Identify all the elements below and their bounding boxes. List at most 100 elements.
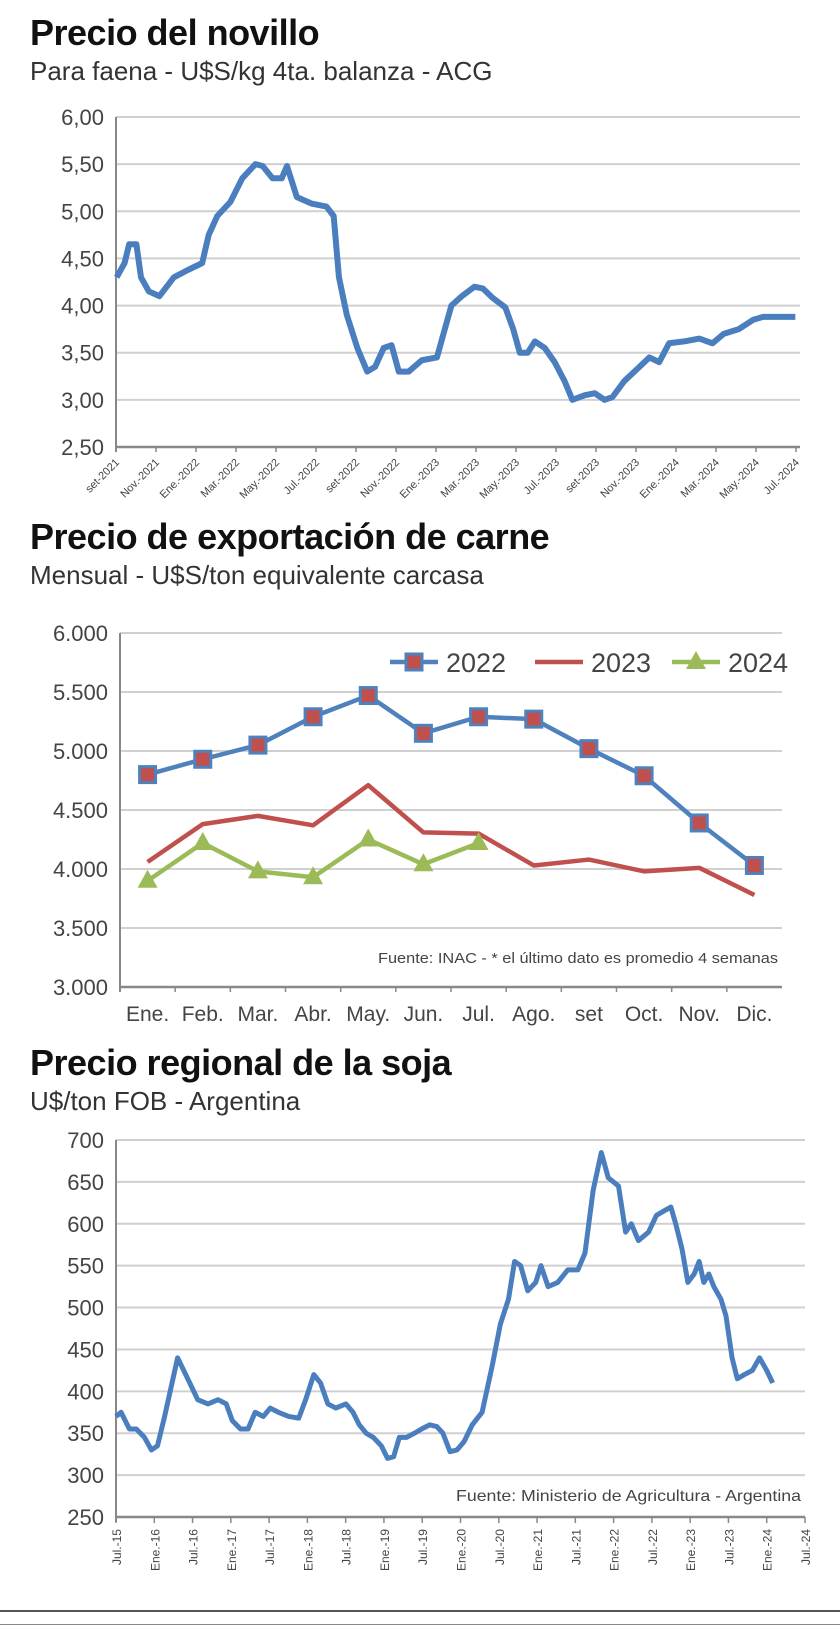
data-point-2022 [469, 707, 489, 727]
y-tick-label: 3.000 [53, 975, 108, 1000]
x-tick-label: Jul.-21 [569, 1529, 583, 1565]
data-point-2022 [634, 766, 654, 786]
x-tick-label: set-2021 [83, 457, 122, 496]
legend-marker-2024 [686, 651, 706, 669]
bottom-rule-thin [0, 1624, 840, 1625]
y-tick-label: 600 [67, 1212, 104, 1237]
series-line-2023 [146, 782, 756, 897]
y-tick-label: 6,00 [61, 105, 104, 130]
x-tick-label: Jul.-24 [799, 1529, 813, 1565]
chart3-subtitle: U$/ton FOB - Argentina [30, 1086, 301, 1116]
x-tick-label: Jul.-17 [263, 1529, 277, 1565]
series-line-2022 [146, 693, 756, 868]
y-tick-label: 450 [67, 1337, 104, 1362]
y-tick-label: 400 [67, 1379, 104, 1404]
y-tick-label: 3,00 [61, 388, 104, 413]
x-tick-label: Mar.-2024 [679, 457, 723, 501]
x-tick-label: Abr. [294, 1003, 331, 1026]
x-tick-label: Nov. [678, 1003, 720, 1026]
x-tick-label: Feb. [182, 1003, 224, 1026]
y-tick-label: 550 [67, 1254, 104, 1279]
y-tick-label: 5,50 [61, 152, 104, 177]
x-tick-label: Jul.-2024 [762, 457, 802, 497]
y-tick-label: 650 [67, 1170, 104, 1195]
x-tick-label: Ene.-18 [301, 1529, 315, 1571]
x-tick-label: Ene.-20 [455, 1529, 469, 1571]
x-tick-label: set-2023 [563, 457, 602, 496]
data-point-2022 [138, 765, 158, 785]
x-tick-label: set-2022 [323, 457, 362, 496]
chart2-subtitle: Mensual - U$S/ton equivalente carcasa [30, 560, 484, 590]
data-point-2022 [413, 723, 433, 743]
y-tick-label: 3,50 [61, 341, 104, 366]
x-tick-label: Ene.-2023 [398, 457, 442, 501]
data-point-2024 [192, 832, 213, 851]
y-tick-label: 700 [67, 1128, 104, 1153]
data-point-2024 [137, 869, 158, 888]
y-tick-label: 5.000 [53, 739, 108, 764]
data-point-2024 [247, 860, 268, 879]
data-point-2024 [468, 832, 489, 851]
chart3-title: Precio regional de la soja [30, 1042, 452, 1083]
x-tick-label: Jul.-16 [187, 1529, 201, 1565]
bottom-rule [0, 1610, 840, 1612]
x-tick-label: Dic. [736, 1003, 772, 1026]
series-line-novillo [114, 161, 796, 403]
x-tick-label: Jul. [462, 1003, 495, 1026]
x-tick-label: Mar. [237, 1003, 278, 1026]
y-tick-label: 4.500 [53, 798, 108, 823]
y-tick-label: 2,50 [61, 435, 104, 460]
source-note: Fuente: Ministerio de Agricultura - Arge… [456, 1488, 801, 1505]
x-tick-label: Nov.-2023 [598, 457, 642, 501]
data-point-2022 [579, 739, 599, 759]
x-tick-label: Jul.-2023 [522, 457, 562, 497]
legend-label-2024: 2024 [728, 648, 788, 678]
series-line-soja [114, 1150, 775, 1461]
y-tick-label: 5,00 [61, 199, 104, 224]
x-tick-label: Ene.-24 [761, 1529, 775, 1571]
x-tick-label: Nov.-2021 [118, 457, 162, 501]
y-tick-label: 250 [67, 1505, 104, 1530]
y-tick-label: 300 [67, 1463, 104, 1488]
x-tick-label: Ene.-17 [225, 1529, 239, 1571]
data-point-2022 [358, 686, 378, 706]
y-tick-label: 3.500 [53, 916, 108, 941]
y-tick-label: 5.500 [53, 680, 108, 705]
x-tick-label: Ene.-19 [378, 1529, 392, 1571]
x-tick-label: Jul.-20 [493, 1529, 507, 1565]
x-tick-label: Jul.-18 [340, 1529, 354, 1565]
legend-label-2023: 2023 [591, 648, 651, 678]
x-tick-label: Ene.-23 [684, 1529, 698, 1571]
x-tick-label: Jul.-23 [722, 1529, 736, 1565]
legend-label-2022: 2022 [446, 648, 506, 678]
x-tick-label: Ene.-22 [608, 1529, 622, 1571]
x-tick-label: Jul.-2022 [282, 457, 322, 497]
data-point-2024 [358, 828, 379, 847]
chart1-subtitle: Para faena - U$S/kg 4ta. balanza - ACG [30, 56, 493, 86]
data-point-2022 [248, 735, 268, 755]
x-tick-label: May.-2023 [477, 457, 522, 502]
data-point-2022 [193, 749, 213, 769]
x-tick-label: Nov.-2022 [358, 457, 402, 501]
x-tick-label: Oct. [625, 1003, 664, 1026]
x-tick-label: Jul.-19 [416, 1529, 430, 1565]
y-tick-label: 4.000 [53, 857, 108, 882]
legend-marker-2022 [404, 652, 424, 672]
x-tick-label: Ene.-2024 [638, 457, 682, 501]
data-point-2024 [413, 853, 434, 872]
x-tick-label: Ene.-21 [531, 1529, 545, 1571]
data-point-2022 [524, 709, 544, 729]
x-tick-label: May. [346, 1003, 390, 1026]
x-tick-label: May.-2024 [717, 457, 762, 502]
y-tick-label: 6.000 [53, 621, 108, 646]
y-tick-label: 350 [67, 1421, 104, 1446]
x-tick-label: Ene.-2022 [158, 457, 202, 501]
x-tick-label: Ene.-16 [148, 1529, 162, 1571]
data-point-2022 [303, 707, 323, 727]
x-tick-label: Ago. [512, 1003, 555, 1026]
x-tick-label: Ene. [126, 1003, 169, 1026]
x-tick-label: Mar.-2022 [199, 457, 243, 501]
x-tick-label: Jul.-15 [110, 1529, 124, 1565]
x-tick-label: Jun. [404, 1003, 444, 1026]
